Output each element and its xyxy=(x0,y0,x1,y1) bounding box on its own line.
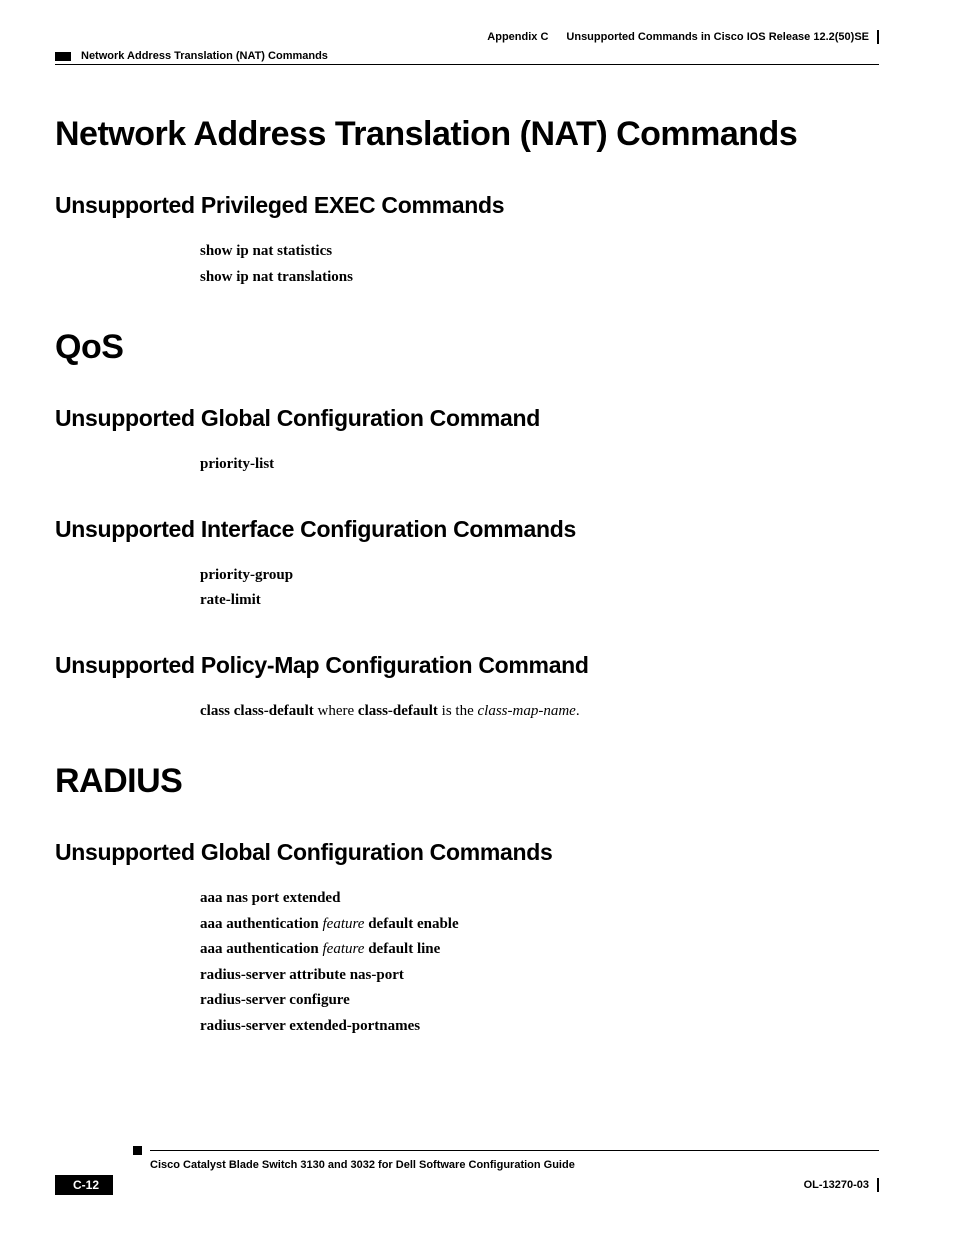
command-line: show ip nat statistics xyxy=(200,239,879,265)
command-list: priority-grouprate-limit xyxy=(200,563,879,614)
heading-1: RADIUS xyxy=(55,762,879,801)
appendix-label: Appendix C xyxy=(487,31,548,43)
command-line: priority-group xyxy=(200,563,879,589)
footer-book-title: Cisco Catalyst Blade Switch 3130 and 303… xyxy=(150,1159,879,1171)
command-line: show ip nat translations xyxy=(200,265,879,291)
page-content: Network Address Translation (NAT) Comman… xyxy=(55,115,879,1039)
heading-1: Network Address Translation (NAT) Comman… xyxy=(55,115,879,154)
heading-2: Unsupported Privileged EXEC Commands xyxy=(55,192,879,219)
doc-id: OL-13270-03 xyxy=(804,1179,869,1191)
heading-2: Unsupported Policy-Map Configuration Com… xyxy=(55,652,879,679)
header-section-title: Network Address Translation (NAT) Comman… xyxy=(81,50,328,62)
page-footer: Cisco Catalyst Blade Switch 3130 and 303… xyxy=(55,1146,879,1195)
heading-1: QoS xyxy=(55,328,879,367)
command-line: aaa authentication feature default enabl… xyxy=(200,912,879,938)
command-line: rate-limit xyxy=(200,588,879,614)
heading-2: Unsupported Interface Configuration Comm… xyxy=(55,516,879,543)
command-line: aaa nas port extended xyxy=(200,886,879,912)
header-rule xyxy=(55,64,879,65)
command-line: priority-list xyxy=(200,452,879,478)
footer-divider xyxy=(877,1178,879,1192)
command-list: class class-default where class-default … xyxy=(200,699,879,725)
header-section-line: Network Address Translation (NAT) Comman… xyxy=(55,50,879,62)
command-line: class class-default where class-default … xyxy=(200,699,879,725)
header-marker xyxy=(55,52,71,61)
heading-2: Unsupported Global Configuration Command… xyxy=(55,839,879,866)
command-line: aaa authentication feature default line xyxy=(200,937,879,963)
command-line: radius-server extended-portnames xyxy=(200,1014,879,1040)
appendix-title: Unsupported Commands in Cisco IOS Releas… xyxy=(566,31,869,43)
heading-2: Unsupported Global Configuration Command xyxy=(55,405,879,432)
command-line: radius-server attribute nas-port xyxy=(200,963,879,989)
command-line: radius-server configure xyxy=(200,988,879,1014)
footer-rule xyxy=(150,1150,879,1151)
page-number: C-12 xyxy=(55,1175,113,1195)
command-list: show ip nat statisticsshow ip nat transl… xyxy=(200,239,879,290)
footer-marker xyxy=(133,1146,142,1155)
command-list: aaa nas port extendedaaa authentication … xyxy=(200,886,879,1039)
header-appendix-line: Appendix C Unsupported Commands in Cisco… xyxy=(55,30,879,44)
header-divider xyxy=(877,30,879,44)
command-list: priority-list xyxy=(200,452,879,478)
